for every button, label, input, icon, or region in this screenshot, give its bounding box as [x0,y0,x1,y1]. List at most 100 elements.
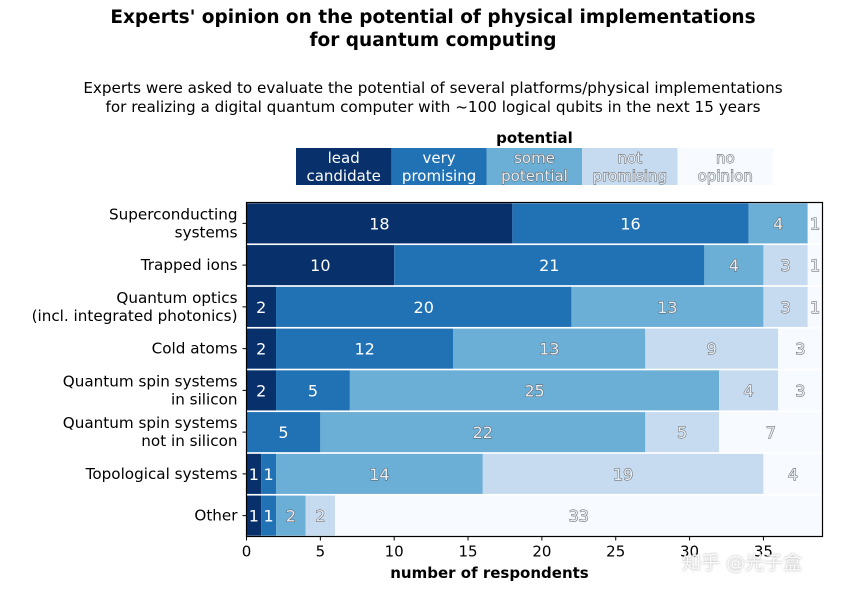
data-label: 2 [256,381,266,400]
x-tick-label: 5 [316,543,326,561]
data-label: 1 [810,214,820,233]
data-label: 18 [369,214,389,233]
watermark: 知乎 @光子盒 [682,552,803,574]
data-label: 2 [315,507,325,526]
bar-segment [246,286,277,327]
data-label: 5 [308,381,318,400]
legend-swatch [391,148,487,185]
x-tick-label: 0 [242,543,252,561]
legend-title: potential [496,129,573,147]
data-label: 4 [744,381,754,400]
plot-frame [245,201,824,538]
legend-entry: some potential [501,149,568,185]
data-label: 13 [657,298,677,317]
legend-entry: very promising [402,149,476,185]
data-label: 5 [677,423,687,442]
bar-segment [320,412,646,453]
bar-segment [763,286,808,327]
x-tick-label: 20 [532,543,551,561]
data-label: 10 [310,256,330,275]
data-label: 12 [354,340,374,359]
x-axis-label: number of respondents [390,564,589,582]
bar-segment [246,203,513,244]
data-label: 9 [707,340,717,359]
bar-segment [246,370,277,411]
bar-segment [807,286,823,327]
data-label: 21 [539,256,559,275]
bar-segment [778,370,823,411]
legend-entry: not promising [593,149,667,185]
bar-segment [645,328,779,369]
chart-title: Experts' opinion on the potential of phy… [110,7,756,51]
category-label: Superconducting systems [109,205,238,241]
data-label: 3 [795,381,805,400]
legend-entry: lead candidate [306,149,380,185]
category-label: Quantum optics (incl. integrated photonic… [32,289,238,325]
bar-segment [512,203,749,244]
data-label: 2 [256,340,266,359]
data-label: 1 [264,507,274,526]
data-label: 1 [810,256,820,275]
data-label: 13 [539,340,559,359]
bar-segment [571,286,764,327]
legend-swatch [677,148,773,185]
data-label: 4 [773,214,783,233]
legend-swatch [296,148,392,185]
bar-segment [246,245,395,286]
bar-segment [349,370,720,411]
data-label: 16 [620,214,640,233]
bar-segment [276,328,454,369]
bar-segment [276,495,306,536]
x-tick-label: 35 [754,543,773,561]
data-label: 2 [286,507,296,526]
bar-segment [246,495,262,536]
bar-segment [763,245,808,286]
data-label: 33 [569,507,589,526]
bar-segment [305,495,336,536]
x-tick-label: 15 [458,543,477,561]
category-label: Topological systems [85,465,238,483]
bar-segment [246,453,262,494]
data-label: 3 [795,340,805,359]
data-label: 3 [780,298,790,317]
bar-segment [482,453,764,494]
bar-segment [246,328,277,369]
bar-segment [807,203,823,244]
data-label: 22 [473,423,493,442]
bar-segment [807,245,823,286]
bar-segment [246,412,321,453]
bar-segment [276,370,350,411]
x-tick-label: 25 [606,543,625,561]
data-label: 1 [249,507,259,526]
data-label: 7 [766,423,776,442]
data-label: 1 [249,465,259,484]
category-label: Cold atoms [152,340,238,358]
data-label: 2 [256,298,266,317]
data-label: 20 [414,298,434,317]
data-label: 14 [369,465,389,484]
bar-segment [335,495,823,536]
data-label: 25 [524,381,544,400]
data-label: 4 [729,256,739,275]
x-tick-label: 30 [680,543,699,561]
bar-segment [763,453,823,494]
data-label: 3 [780,256,790,275]
legend-swatch [582,148,678,185]
bar-segment [778,328,823,369]
data-label: 1 [264,465,274,484]
bar-segment [276,453,483,494]
bar-segment [453,328,646,369]
category-label: Quantum spin systems in silicon [63,372,238,408]
data-label: 1 [810,298,820,317]
bar-segment [719,412,823,453]
data-label: 4 [788,465,798,484]
legend-entry: no opinion [698,149,753,185]
category-label: Trapped ions [140,256,238,274]
x-tick-label: 10 [385,543,404,561]
bar-segment [719,370,779,411]
data-label: 19 [613,465,633,484]
bar-segment [748,203,808,244]
bar-segment [276,286,572,327]
bar-segment [704,245,764,286]
